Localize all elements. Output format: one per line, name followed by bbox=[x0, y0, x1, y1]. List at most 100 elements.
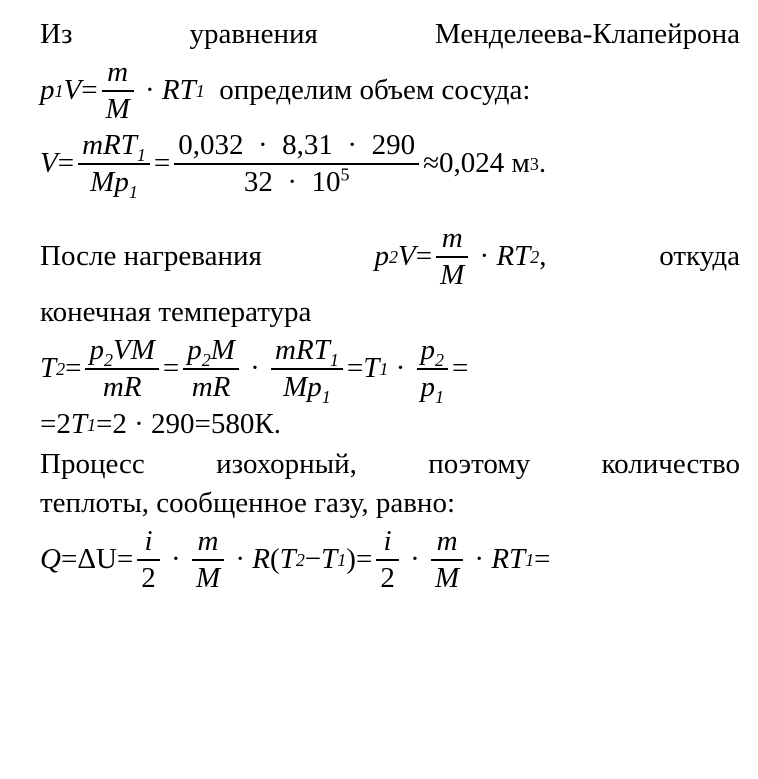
eq-5: = bbox=[65, 352, 81, 385]
unit-K: К. bbox=[254, 408, 281, 441]
dot-4: · bbox=[480, 240, 490, 273]
f1n-M: M bbox=[131, 334, 155, 366]
eq-2: = bbox=[58, 147, 74, 180]
eq-13: = bbox=[117, 543, 133, 576]
dv-32: 32 bbox=[244, 166, 273, 198]
unit-m: м bbox=[512, 147, 530, 180]
v-res: 0,024 bbox=[439, 147, 504, 180]
bar-7 bbox=[271, 368, 343, 370]
var-V3: V bbox=[398, 240, 416, 273]
line-10: Q = ΔU = i 2 · m M · R(T2 − T1) = i 2 · … bbox=[40, 526, 740, 593]
bar-9 bbox=[137, 559, 160, 561]
eq-14: = bbox=[356, 543, 372, 576]
dot-1: · bbox=[145, 74, 155, 107]
line-5: конечная температура bbox=[40, 296, 740, 329]
var-T1a: T bbox=[180, 74, 196, 107]
dot-9: · bbox=[171, 543, 181, 576]
dot-12: · bbox=[474, 543, 484, 576]
var-Q: Q bbox=[40, 543, 61, 576]
eq-4: = bbox=[416, 240, 432, 273]
dv-10: 10 bbox=[312, 166, 341, 198]
var-T2a: T bbox=[514, 240, 530, 273]
f1d-m: m bbox=[103, 371, 124, 403]
line-4: После нагревания p2 V = m M · R T2 , отк… bbox=[40, 223, 740, 290]
text-l2b: определим объем сосуда: bbox=[219, 74, 530, 107]
frac-mM: m M bbox=[102, 57, 134, 124]
f2n-M: M bbox=[211, 334, 235, 366]
f1n-V: V bbox=[113, 334, 131, 366]
n290: 290 bbox=[151, 408, 195, 441]
frac-i2-b: i 2 bbox=[376, 526, 399, 593]
text-l4a: После нагревания bbox=[40, 240, 262, 273]
text-l9: теплоты, сообщенное газу, равно: bbox=[40, 487, 455, 519]
var-p: p bbox=[40, 74, 55, 107]
nv-m: 0,032 bbox=[178, 129, 243, 161]
var-p2: p bbox=[375, 240, 390, 273]
text-l5: конечная температура bbox=[40, 296, 311, 328]
text-l1: Из уравнения Менделеева-Клапейрона bbox=[40, 18, 740, 51]
dot-10: · bbox=[235, 543, 245, 576]
f3n-R: R bbox=[296, 334, 314, 366]
frac-p2VM-mR: p2VM mR bbox=[85, 335, 158, 402]
text-l8: Процесс изохорный, поэтому количество bbox=[40, 448, 740, 481]
frac-mM-3: m M bbox=[192, 526, 224, 593]
eq-15: = bbox=[534, 543, 550, 576]
bar-4 bbox=[436, 256, 468, 258]
f4d-p-sub: 1 bbox=[435, 387, 444, 407]
line-2: p1 V = m M · R T1 определим объем сосуда… bbox=[40, 57, 740, 124]
var-R3: R bbox=[252, 543, 270, 576]
bar-8 bbox=[417, 368, 448, 370]
bar-1 bbox=[102, 90, 134, 92]
bar-3 bbox=[174, 163, 419, 165]
n-R: R bbox=[103, 129, 121, 161]
f3n-m: m bbox=[275, 334, 296, 366]
f4n-p: p bbox=[421, 334, 436, 366]
bar-2 bbox=[78, 163, 150, 165]
fm3-n: m bbox=[198, 525, 219, 557]
var-dU: ΔU bbox=[77, 543, 117, 576]
eq-8: = bbox=[452, 352, 468, 385]
f3d-p: p bbox=[307, 371, 322, 403]
den-M2: M bbox=[440, 259, 464, 291]
dot-8: · bbox=[134, 408, 144, 441]
frac-mM-4: m M bbox=[431, 526, 463, 593]
dot-6: · bbox=[250, 352, 260, 385]
spacer-1 bbox=[40, 203, 740, 217]
approx-1: ≈ bbox=[423, 147, 439, 180]
bar-12 bbox=[431, 559, 463, 561]
fi-n: i bbox=[144, 525, 152, 557]
frac-mRT1-Mp1: mRT1 Mp1 bbox=[78, 130, 150, 197]
f3d-M: M bbox=[283, 371, 307, 403]
var-T2: T bbox=[40, 352, 56, 385]
fm3-d: M bbox=[196, 562, 220, 594]
period-1: . bbox=[539, 147, 546, 180]
eq-3: = bbox=[154, 147, 170, 180]
eq-12: = bbox=[61, 543, 77, 576]
n-m: m bbox=[82, 129, 103, 161]
fib-n: i bbox=[384, 525, 392, 557]
frac-p2-p1: p2 p1 bbox=[417, 335, 448, 402]
f3n-T: T bbox=[314, 334, 330, 366]
d-p-sub: 1 bbox=[129, 181, 138, 201]
bar-10 bbox=[192, 559, 224, 561]
f1d-R: R bbox=[124, 371, 142, 403]
n580: 580 bbox=[211, 408, 255, 441]
fm4-d: M bbox=[435, 562, 459, 594]
frac-i2-a: i 2 bbox=[137, 526, 160, 593]
watermark: 5terka.com bbox=[0, 693, 4, 761]
fib-d: 2 bbox=[380, 562, 395, 594]
bar-11 bbox=[376, 559, 399, 561]
nv-R: 8,31 bbox=[282, 129, 333, 161]
two-a: 2 bbox=[56, 408, 71, 441]
eq-6: = bbox=[163, 352, 179, 385]
f4d-p: p bbox=[421, 371, 436, 403]
frac-numeric: 0,032 · 8,31 · 290 32 · 105 bbox=[174, 130, 419, 197]
var-R2: R bbox=[496, 240, 514, 273]
eq-11: = bbox=[195, 408, 211, 441]
f2d-m: m bbox=[192, 371, 213, 403]
eq-1: = bbox=[81, 74, 97, 107]
n-T: T bbox=[121, 129, 137, 161]
line-7: = 2T1 = 2 · 290 = 580 К. bbox=[40, 408, 740, 441]
eq-7: = bbox=[347, 352, 363, 385]
frac-mM-2: m M bbox=[436, 223, 468, 290]
